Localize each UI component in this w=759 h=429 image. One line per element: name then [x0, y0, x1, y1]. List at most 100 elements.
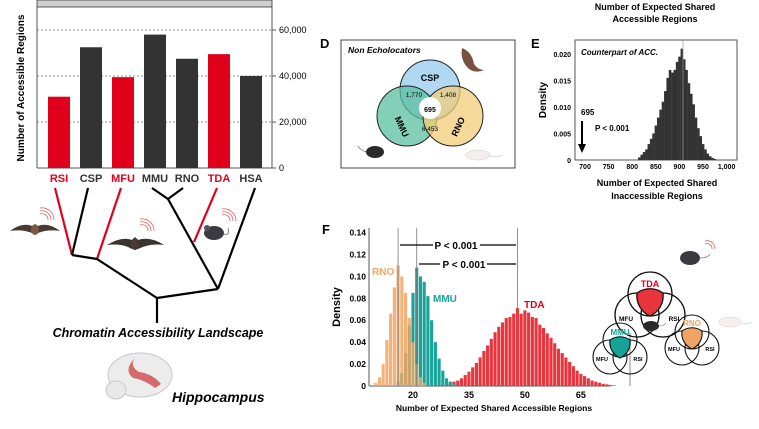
venn-tda-left: MFU [619, 316, 633, 323]
histogram-bar [638, 157, 641, 160]
histogram-bar-tda [612, 385, 616, 386]
histogram-bar-tda [549, 337, 553, 386]
histogram-bar-tda [512, 313, 516, 386]
y-tick-label: 0 [361, 381, 366, 391]
histogram-bar [685, 69, 688, 160]
histogram-bar-tda [486, 345, 490, 386]
histogram-bar [659, 109, 662, 160]
histogram-bar-tda [564, 357, 568, 386]
histogram-bar [678, 56, 681, 160]
histogram-bar-tda [527, 312, 531, 386]
histogram-bar-mmu [437, 358, 441, 386]
histogram-bar [649, 138, 653, 160]
histogram-bar-rno [418, 377, 423, 386]
tissue-label: Hippocampus [172, 389, 265, 405]
top-caption-line1: Number of Expected Shared [595, 2, 716, 12]
histogram-bar [642, 152, 646, 160]
x-tick-label: 700 [579, 164, 591, 171]
histogram-bar-tda [489, 338, 493, 386]
histogram-bar-tda [541, 327, 546, 386]
venn-value-mmu-rno: 6,453 [422, 126, 439, 133]
branch-csp [70, 187, 90, 256]
x-tick-label: 35 [464, 390, 474, 400]
histogram-bar-mmu [452, 383, 456, 386]
venn-value-all: 695 [424, 107, 436, 114]
histogram-bar-tda [605, 384, 609, 386]
histogram-panel-f: F 20 35 50 6500.020.040.060.080.100.120.14 … [322, 222, 753, 413]
histogram-bar-tda [467, 371, 471, 386]
x-label-hsa: HSA [239, 173, 262, 185]
histogram-bar-tda [594, 381, 598, 386]
branch [71, 253, 98, 261]
x-label-tda: TDA [208, 173, 231, 185]
histogram-bar [713, 158, 717, 160]
histogram-bar [675, 61, 679, 161]
mouse-icon [204, 225, 229, 240]
histogram-bar [645, 149, 648, 160]
y-tick-label: 0.015 [553, 79, 571, 86]
bar-rsi [48, 96, 70, 168]
histogram-bar [654, 125, 658, 160]
histogram-bar [701, 144, 705, 160]
histogram-bar-tda [545, 333, 549, 386]
sound-wave-icon [39, 207, 55, 221]
p-value-bracket-2: P < 0.001 [419, 260, 516, 271]
branch [167, 198, 219, 290]
histogram-bar [692, 104, 695, 160]
histogram-bar-tda [590, 380, 594, 386]
series-label-tda: TDA [524, 300, 545, 311]
y-tick-label: 0.010 [553, 105, 571, 112]
venn-rno-top: RNO [683, 319, 701, 328]
tree-title: Chromatin Accessibility Landscape [53, 326, 264, 340]
histogram-bar [706, 153, 710, 160]
panel-label-e: E [531, 36, 540, 51]
venn-panel-d: D Non Echolocators CSP MMU RNO 1,770 1,4… [320, 36, 516, 169]
venn-tda-top: TDA [641, 279, 660, 289]
branch-hsa [216, 187, 257, 290]
mouse-icon [357, 145, 384, 158]
x-tick-label: 900 [674, 164, 686, 171]
phylogenetic-tree [53, 187, 257, 323]
y-tick-label: 0.06 [349, 315, 366, 325]
branch-rno [167, 187, 184, 200]
histogram-bar-tda [493, 332, 497, 386]
branch-mfu [95, 187, 123, 260]
histogram-bar-tda [508, 316, 512, 386]
y-tick-label: 0.04 [349, 337, 366, 347]
histogram-bar-rno [411, 342, 415, 386]
histogram-bar-tda [452, 381, 456, 386]
branch [96, 258, 158, 299]
bar-hsa [240, 76, 262, 168]
venn-value-csp-mmu: 1,770 [406, 92, 423, 99]
histogram-bar [690, 93, 693, 160]
venn-rno [664, 314, 720, 366]
histogram-bar-rno [374, 382, 378, 386]
header-band [36, 0, 273, 8]
histogram-bar-tda [609, 384, 613, 386]
histogram-bar-tda [459, 378, 464, 386]
histogram-bar-tda [471, 367, 475, 386]
histogram-bar-mmu [426, 296, 430, 386]
histogram-bar [699, 136, 703, 160]
histogram-bar-mmu [411, 292, 415, 386]
histogram-bar [694, 117, 698, 160]
histogram-bar-tda [553, 343, 557, 386]
rat-icon [718, 316, 753, 328]
panel-label-d: D [320, 36, 329, 51]
rat-icon [465, 149, 503, 161]
histogram-bar-rno [403, 292, 408, 386]
histogram-bar-tda [474, 362, 478, 386]
histogram-bar [640, 154, 644, 160]
y-tick-label: 0.08 [349, 293, 366, 303]
histogram-bar [682, 59, 686, 160]
histogram-bar [666, 77, 669, 160]
y-tick-label: 60,000 [279, 25, 307, 35]
histogram-bar-mmu [418, 276, 423, 386]
histogram-bar-tda [497, 326, 501, 386]
y-axis-title: Density [331, 286, 343, 327]
bar-chart-panel: 0 20,000 40,000 60,000 RSI CSP MFU MMU RNO TDA HSA… [16, 0, 307, 185]
bar-mmu [144, 34, 166, 168]
x-tick-label: 750 [603, 164, 615, 171]
histogram-bar-mmu [441, 370, 445, 386]
observed-value: 695 [581, 108, 595, 117]
